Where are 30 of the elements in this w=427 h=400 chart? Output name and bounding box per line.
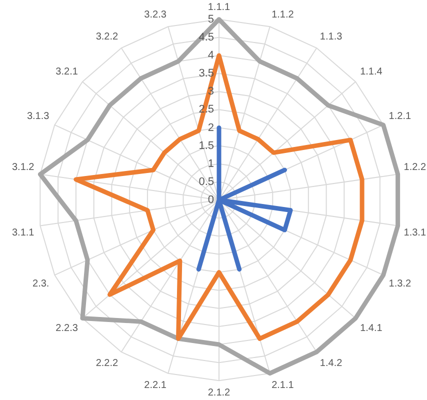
y-tick-label: 1.5 (198, 140, 214, 152)
spoke-label: 2.1.1 (272, 380, 294, 391)
spoke-label: 1.3.2 (388, 278, 412, 290)
y-tick-label: 5 (208, 13, 214, 26)
y-tick-label: 1 (208, 158, 214, 170)
spoke-label: 3.2.1 (56, 66, 78, 78)
spoke-label: 2.2.2 (96, 358, 119, 369)
spoke-label: 1.1.3 (320, 32, 343, 43)
spoke-label: 1.4.2 (320, 358, 343, 369)
spoke-label: 3.1.2 (12, 162, 35, 174)
spoke-label: 1.3.1 (404, 227, 426, 238)
spoke-label: 1.1.4 (360, 66, 383, 78)
spoke-label: 1.1.1 (208, 2, 231, 14)
y-tick-label: 2 (208, 122, 214, 134)
y-tick-label: 0 (208, 194, 214, 206)
spoke-label: 1.2.1 (388, 111, 412, 122)
spoke-label: 1.4.1 (360, 322, 383, 334)
y-tick-label: 4.5 (198, 31, 214, 44)
spoke-label: 2.1.2 (208, 387, 231, 398)
spoke-label: 3.2.3 (144, 10, 167, 21)
spoke-label: 2.2.3 (56, 322, 78, 334)
spoke-label: 1.1.2 (272, 10, 294, 21)
y-tick-label: 4 (208, 50, 214, 62)
spoke-label: 2.2.1 (144, 380, 167, 391)
spoke-label: 1.2.2 (404, 162, 426, 174)
spoke-label: 2.3. (32, 278, 50, 290)
spoke-label: 3.1.3 (26, 111, 50, 122)
spoke-label: 3.2.2 (96, 32, 119, 43)
spoke-label: 3.1.1 (12, 227, 35, 238)
y-tick-label: 0.5 (198, 176, 214, 188)
